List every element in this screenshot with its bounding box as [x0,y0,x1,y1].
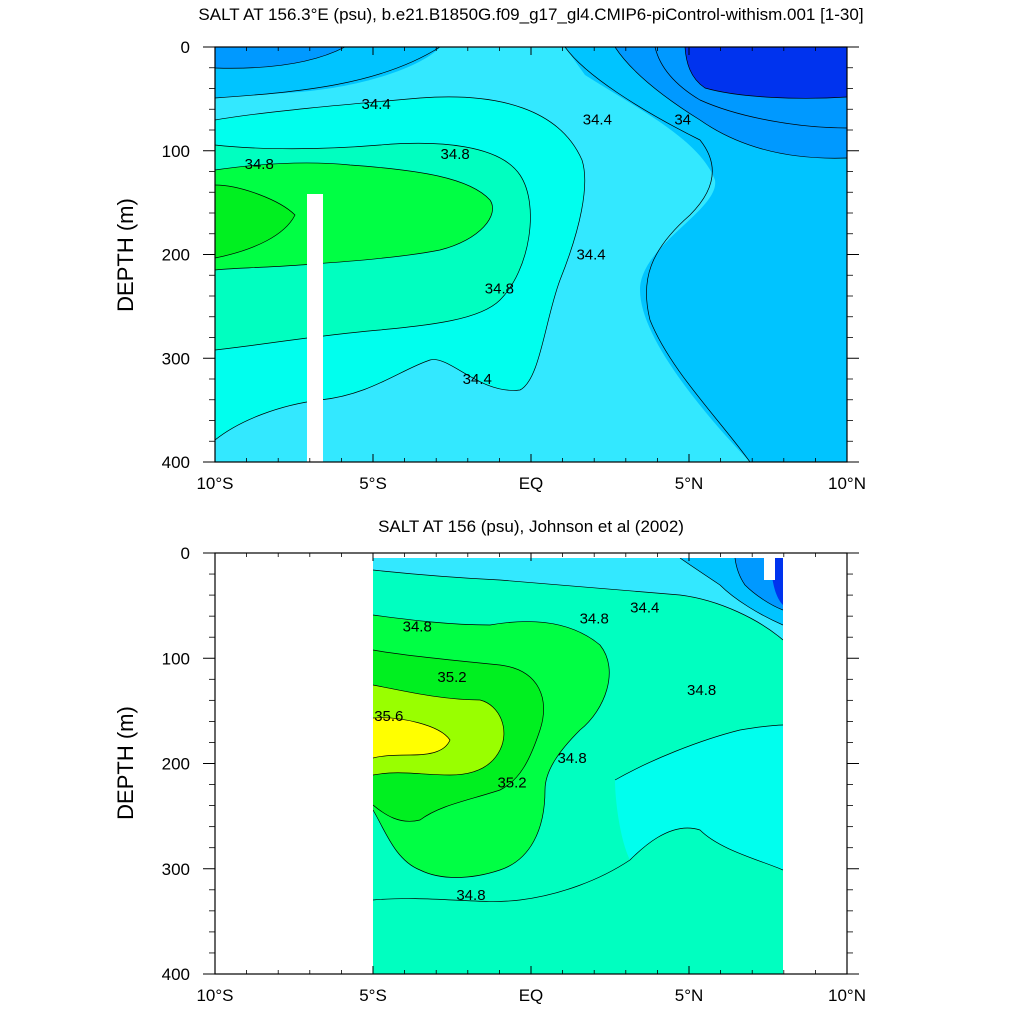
axes-obs: 10°S 5°S EQ 5°N 10°N 0 100 200 300 400 [162,544,866,1005]
contour-field-obs [373,558,783,974]
contour-label: 34.4 [630,600,659,617]
x-tick-label: 5°N [675,474,704,493]
salinity-fill-35.0 [215,162,493,270]
contour-label: 34.4 [463,371,492,388]
contour-label: 34.8 [441,146,470,163]
contour-label: 35.2 [497,774,526,791]
contour-line [215,142,531,351]
contour-line [215,96,586,441]
x-tick-label: EQ [519,986,544,1005]
contour-label: 34.8 [580,610,609,627]
contour-label: 34 [674,112,691,129]
contour-line [564,47,751,462]
y-tick-label: 100 [162,142,190,161]
salinity-fill-33.6-right [685,47,847,99]
missing-data-band [307,194,323,462]
salinity-fill-34.0-left [215,47,345,69]
contour-line [614,47,847,159]
x-tick-label: 5°N [675,986,704,1005]
contour-line [679,558,783,626]
x-tick-label: 10°S [196,986,233,1005]
salinity-fill-34.6-deep [615,725,783,870]
chart-title-obs: SALT AT 156 (psu), Johnson et al (2002) [378,517,684,536]
y-tick-label: 300 [162,860,190,879]
x-tick-label: 10°S [196,474,233,493]
contour-line [215,162,493,271]
contour-line [373,569,783,641]
x-tick-label: EQ [519,474,544,493]
y-tick-label: 200 [162,755,190,774]
y-tick-label: 300 [162,349,190,368]
contour-label: 34.8 [485,281,514,298]
contour-labels-obs: 34.8 34.8 34.4 35.2 35.6 35.2 34.8 34.8 34.8 [374,600,716,904]
y-tick-label: 100 [162,649,190,668]
contour-labels-model: 34.4 34.4 34 34.8 34.8 34.8 34.4 34.4 [245,96,691,388]
contour-label: 35.2 [437,669,466,686]
contour-line [734,558,783,611]
y-tick-label: 200 [162,246,190,265]
x-tick-label: 10°N [828,986,866,1005]
x-tick-label: 5°S [359,474,387,493]
contour-label: 35.6 [374,708,403,725]
contour-label: 34.8 [456,887,485,904]
x-tick-label: 10°N [828,474,866,493]
chart-title-model: SALT AT 156.3°E (psu), b.e21.B1850G.f09_… [198,5,863,24]
contour-line [373,717,451,759]
contour-line [215,47,346,69]
y-tick-label: 0 [181,544,190,563]
missing-data-patch [764,558,775,580]
contour-line [373,649,544,822]
contour-line [215,184,296,259]
contour-label: 34.4 [362,96,391,113]
contour-line [373,614,610,878]
y-tick-label: 0 [181,38,190,57]
contour-line [654,47,847,129]
axes-model: 10°S 5°S EQ 5°N 10°N 0 100 200 300 400 [162,38,866,493]
contour-line [629,827,783,871]
salinity-fill-35.2 [215,185,295,258]
x-tick-label: 5°S [359,986,387,1005]
contour-label: 34.4 [583,112,612,129]
panel-model: SALT AT 156.3°E (psu), b.e21.B1850G.f09_… [113,5,866,493]
contour-line [373,684,505,776]
contour-label: 34.8 [687,682,716,699]
y-tick-label: 400 [162,965,190,984]
contour-line [215,47,441,99]
y-tick-label: 400 [162,453,190,472]
contour-line [614,724,783,781]
contour-label: 34.8 [403,619,432,636]
contour-label: 34.8 [245,156,274,173]
panel-observations: SALT AT 156 (psu), Johnson et al (2002) [113,517,866,1005]
salinity-fill-35.6 [373,717,450,758]
y-axis-label-obs: DEPTH (m) [113,706,138,820]
contour-line [373,859,631,902]
contour-field-model [215,47,847,462]
contour-label: 34.8 [557,750,586,767]
contour-label: 34.4 [576,247,605,264]
y-axis-label-model: DEPTH (m) [113,198,138,312]
contour-line [684,47,847,99]
